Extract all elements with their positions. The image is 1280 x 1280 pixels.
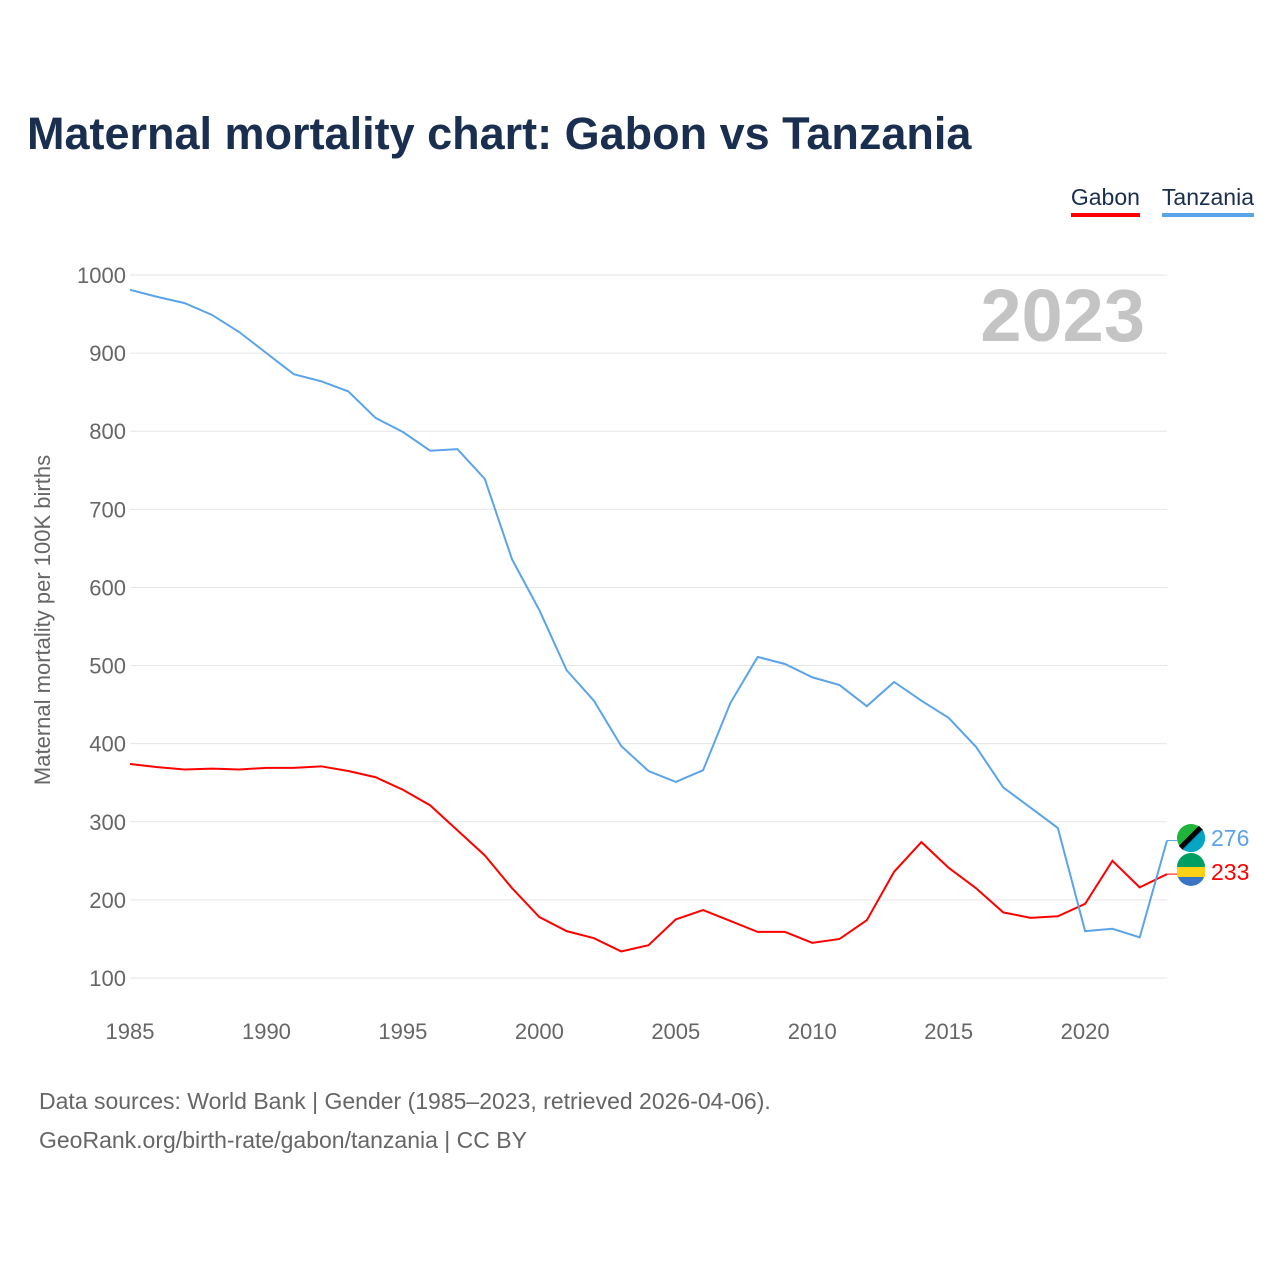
x-tick-label: 1985 xyxy=(106,1019,155,1044)
tanzania-flag-icon xyxy=(1179,826,1203,850)
y-tick-label: 900 xyxy=(89,341,126,366)
x-tick-label: 2005 xyxy=(651,1019,700,1044)
tanzania-flag-icon xyxy=(1181,828,1206,853)
source-line-1: Data sources: World Bank | Gender (1985–… xyxy=(39,1088,771,1114)
y-tick-label: 400 xyxy=(89,732,126,757)
end-value-label: 276 xyxy=(1211,825,1249,851)
x-tick-label: 2015 xyxy=(924,1019,973,1044)
source-line-2[interactable]: GeoRank.org/birth-rate/gabon/tanzania | … xyxy=(39,1127,527,1153)
y-axis-label: Maternal mortality per 100K births xyxy=(30,455,55,785)
legend-tanzania[interactable]: Tanzania xyxy=(1161,184,1254,217)
series-line-gabon xyxy=(129,762,1168,953)
x-tick-label: 1990 xyxy=(242,1019,291,1044)
x-tick-label: 2010 xyxy=(788,1019,837,1044)
y-tick-label: 200 xyxy=(89,888,126,913)
end-value-label: 233 xyxy=(1211,859,1249,885)
x-tick-label: 1995 xyxy=(378,1019,427,1044)
gabon-flag-icon xyxy=(1177,853,1205,867)
x-tick-label: 2020 xyxy=(1061,1019,1110,1044)
y-tick-label: 600 xyxy=(89,575,126,600)
legend-gabon[interactable]: Gabon xyxy=(1070,184,1140,217)
y-tick-label: 1000 xyxy=(77,263,126,288)
year-watermark: 2023 xyxy=(980,274,1145,357)
chart-title: Maternal mortality chart: Gabon vs Tanza… xyxy=(27,108,972,159)
x-tick-label: 2000 xyxy=(515,1019,564,1044)
y-tick-label: 500 xyxy=(89,654,126,679)
legend: Gabon Tanzania xyxy=(1070,184,1254,217)
y-tick-label: 700 xyxy=(89,497,126,522)
series-line-tanzania xyxy=(129,288,1168,939)
gabon-flag-icon xyxy=(1177,867,1205,877)
y-tick-label: 800 xyxy=(89,419,126,444)
y-tick-label: 100 xyxy=(89,966,126,991)
y-tick-label: 300 xyxy=(89,810,126,835)
